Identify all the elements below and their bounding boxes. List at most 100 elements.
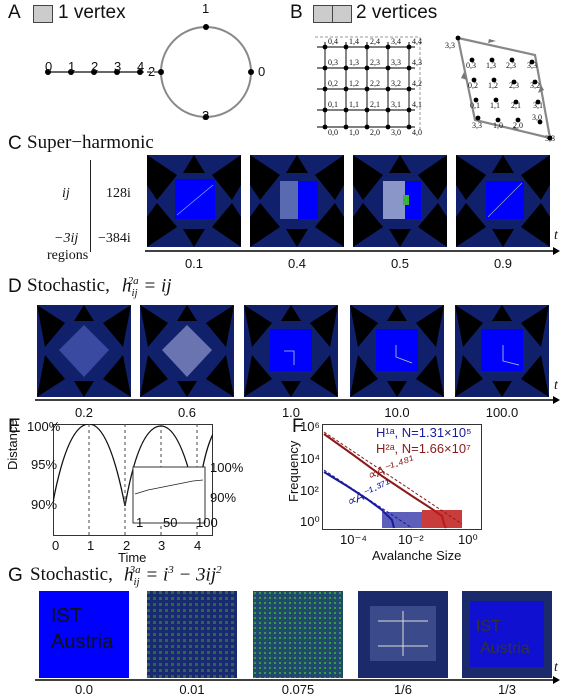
e-xlabel: Time	[118, 550, 147, 565]
panel-g-formula: hij3a = i3 − 3ij2	[124, 564, 222, 589]
tick-d: 10.0	[384, 405, 410, 420]
f-ytick: 10²	[300, 483, 319, 498]
e-inset-xtick: 100	[196, 515, 218, 530]
sandpile-image-c2	[250, 155, 344, 247]
grid-label: 4,4	[412, 37, 422, 46]
grid-label: 3,3	[391, 58, 401, 67]
torus-label: 3,3	[472, 121, 482, 130]
chain-label-3: 3	[114, 59, 122, 74]
grid-label: 4,1	[412, 100, 422, 109]
panel-a-graph	[45, 24, 254, 120]
sandpile-image-c1	[147, 155, 241, 247]
torus-label: 3,0	[532, 113, 542, 122]
grid-label: 3,1	[391, 100, 401, 109]
sandpile-image-c4	[456, 155, 550, 247]
e-inset-ytick: 100%	[210, 460, 244, 475]
grid-label: 1,4	[349, 37, 359, 46]
table-cell: 128i	[106, 186, 131, 201]
grid-label: 2,3	[370, 58, 380, 67]
circle-label-top: 1	[202, 1, 210, 16]
distance-plot	[53, 424, 213, 536]
e-inset-xtick: 1	[136, 515, 144, 530]
tick-d: 0.2	[74, 405, 94, 420]
e-ytick: 90%	[31, 497, 58, 512]
tick-g: 0.0	[74, 682, 94, 697]
grid-label: 4,2	[412, 79, 422, 88]
f-xtick: 10⁻⁴	[340, 532, 367, 547]
panel-f-letter: F	[292, 416, 304, 437]
grid-label: 2,0	[370, 128, 380, 137]
grid-label: 1,0	[349, 128, 359, 137]
panel-a-letter: A	[8, 2, 21, 23]
tick-g: 0.075	[281, 682, 315, 697]
tick-c: 0.1	[184, 256, 204, 271]
e-xtick: 3	[158, 538, 166, 553]
torus-label: 2,1	[511, 101, 521, 110]
grid-label: 3,0	[391, 128, 401, 137]
e-xtick: 1	[87, 538, 95, 553]
panel-d-title: Stochastic,	[27, 275, 110, 296]
sandpile-image-d4	[350, 305, 444, 397]
grid-label: 2,1	[370, 100, 380, 109]
time-axis-g	[35, 676, 560, 684]
torus-label: 3,1	[533, 101, 543, 110]
tick-c: 0.4	[287, 256, 307, 271]
tick-g: 0.01	[179, 682, 205, 697]
axis-t-c: t	[554, 228, 558, 243]
circle-label-right: 0	[258, 64, 266, 79]
svg-text:IST: IST	[476, 618, 501, 635]
torus-label: 2,3	[509, 81, 519, 90]
sandpile-image-c3	[353, 155, 447, 247]
lattice-grid	[315, 36, 421, 132]
torus-label: 1,3	[486, 61, 496, 70]
f-xtick: 10⁰	[458, 532, 478, 547]
torus-label: 2,3	[506, 61, 516, 70]
time-axis-d	[35, 396, 560, 404]
chain-label-4: 4	[137, 59, 145, 74]
panel-b-letter: B	[290, 2, 303, 23]
chain-label-0: 0	[45, 59, 53, 74]
torus-graph	[455, 35, 553, 141]
table-divider	[90, 160, 91, 252]
chain-label-2: 2	[91, 59, 99, 74]
torus-label: 0,3	[466, 61, 476, 70]
axis-t-g: t	[554, 660, 558, 675]
tick-c: 0.9	[493, 256, 513, 271]
panel-d-formula: hij2a = ij	[122, 275, 172, 300]
f-ytick: 10⁴	[300, 451, 321, 466]
e-xtick: 4	[194, 538, 202, 553]
austria-text: Austria	[51, 631, 114, 653]
grid-label: 1,2	[349, 79, 359, 88]
panel-e-letter: E	[8, 416, 21, 437]
f-xlabel: Avalanche Size	[372, 548, 462, 563]
panel-g-title: Stochastic,	[30, 564, 113, 585]
panel-d-letter: D	[8, 276, 22, 297]
tick-g: 1/3	[497, 682, 517, 697]
circle-label-bottom: 3	[202, 108, 210, 123]
panel-c-title: Super−harmonic	[27, 132, 154, 153]
vertex-box-icon	[33, 5, 53, 23]
torus-corner-tl: 3,3	[445, 41, 455, 50]
f-xtick: 10⁻²	[398, 532, 424, 547]
grid-label: 3,2	[391, 79, 401, 88]
torus-label: 0,2	[468, 81, 478, 90]
vertex-box-icon-1	[313, 5, 333, 23]
panel-g-letter: G	[8, 565, 23, 586]
grid-label: 0,4	[328, 37, 338, 46]
grid-label: 4,3	[412, 58, 422, 67]
sandpile-image-g5: IST Austria	[462, 591, 552, 678]
f-ytick: 10⁰	[300, 514, 320, 529]
axis-t-d: t	[554, 378, 558, 393]
panel-a-title: 1 vertex	[58, 2, 126, 23]
table-footer: regions	[47, 248, 89, 263]
sandpile-image-d2	[140, 305, 234, 397]
sandpile-image-g3	[253, 591, 343, 678]
e-ylabel: Distance	[5, 419, 20, 470]
table-cell: −384i	[98, 231, 131, 246]
sandpile-image-g4	[358, 591, 448, 678]
e-ytick: 100%	[27, 419, 61, 434]
torus-label: 2,0	[513, 121, 523, 130]
tick-d: 100.0	[485, 405, 519, 420]
table-cell: ij	[62, 186, 70, 201]
torus-label: 3,3	[527, 61, 537, 70]
